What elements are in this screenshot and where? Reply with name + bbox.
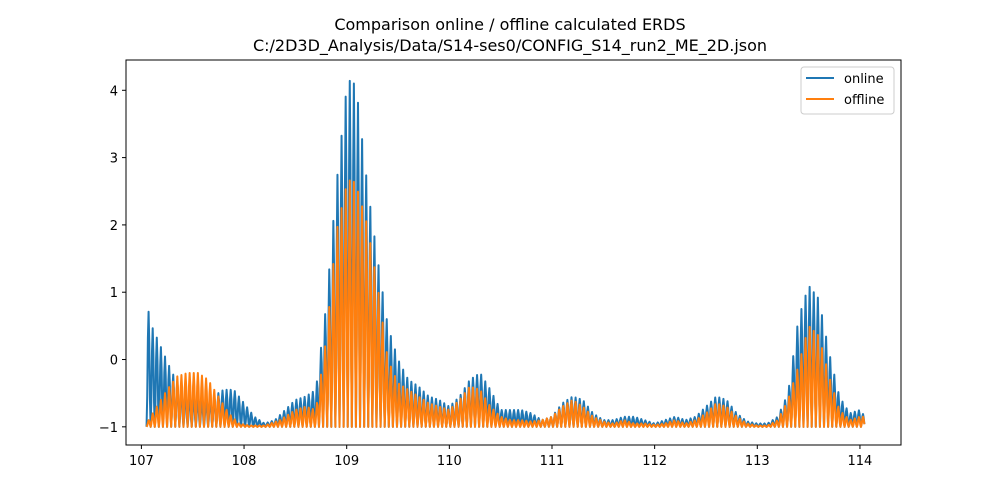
y-tick-label: 4 (110, 84, 118, 99)
chart-title: Comparison online / offline calculated E… (334, 15, 685, 34)
x-tick-label: 108 (232, 454, 257, 469)
y-tick-label: −1 (99, 421, 118, 436)
series-layer (145, 79, 866, 428)
x-tick-label: 111 (540, 454, 565, 469)
plot-area: 107 108 109 110 111 112 113 114 −1 0 1 2 3 4 (99, 59, 902, 469)
y-axis: −1 0 1 2 3 4 (99, 84, 126, 436)
y-tick-label: 1 (110, 286, 118, 301)
x-tick-label: 110 (437, 454, 462, 469)
y-tick-label: 2 (110, 219, 118, 234)
plot-frame (125, 59, 902, 446)
chart-subtitle: C:/2D3D_Analysis/Data/S14-ses0/CONFIG_S1… (253, 36, 767, 56)
legend-label-online: online (844, 72, 884, 87)
x-tick-label: 109 (334, 454, 359, 469)
legend: online offline (800, 66, 895, 115)
y-tick-label: 0 (110, 354, 118, 369)
x-axis: 107 108 109 110 111 112 113 114 (129, 445, 872, 469)
x-tick-label: 114 (848, 454, 873, 469)
x-tick-label: 113 (745, 454, 770, 469)
legend-label-offline: offline (844, 93, 884, 108)
series-line-online (145, 79, 866, 428)
x-tick-label: 107 (129, 454, 154, 469)
y-tick-label: 3 (110, 152, 118, 167)
series-line-offline (145, 179, 866, 428)
x-tick-label: 112 (642, 454, 667, 469)
